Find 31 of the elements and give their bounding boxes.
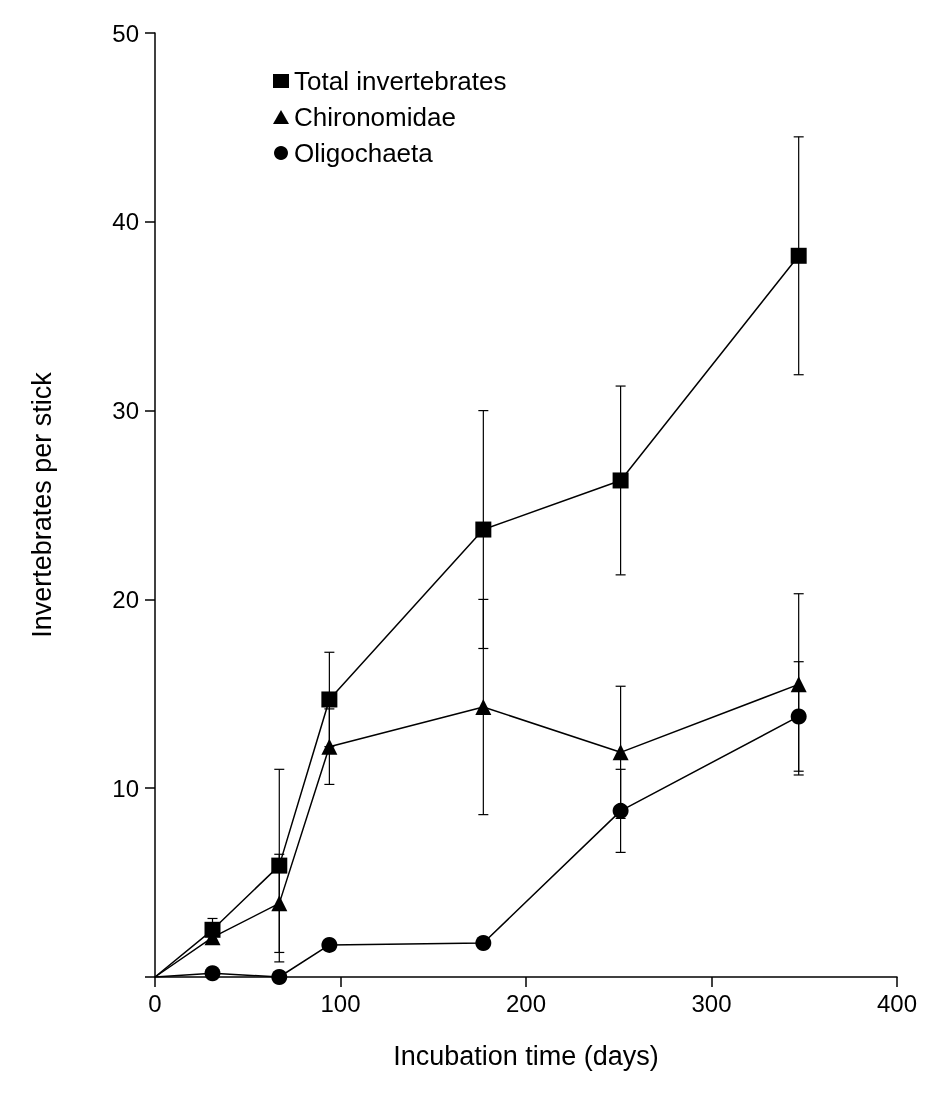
point	[612, 802, 629, 819]
y-tick-label: 10	[112, 774, 139, 802]
point	[271, 969, 288, 985]
x-tick-label: 100	[320, 989, 361, 1017]
point	[321, 691, 338, 708]
x-tick-label: 400	[876, 989, 918, 1017]
point	[271, 895, 288, 912]
point	[790, 247, 807, 264]
y-tick-label: 50	[112, 19, 139, 47]
y-axis-title: Invertebrates per stick	[26, 371, 57, 638]
x-tick-label: 200	[505, 989, 547, 1017]
y-tick-label: 20	[112, 585, 139, 613]
point	[321, 738, 338, 755]
y-tick-label: 40	[112, 208, 139, 236]
legend-label: Total invertebrates	[294, 66, 507, 96]
point	[475, 699, 492, 716]
legend-label: Chironomidae	[294, 102, 456, 132]
x-tick-label: 300	[691, 989, 732, 1017]
point	[475, 521, 492, 538]
point	[321, 936, 338, 953]
point	[475, 935, 492, 952]
point	[204, 965, 221, 982]
point	[790, 676, 807, 693]
legend-label: Oligochaeta	[294, 138, 434, 168]
point	[790, 708, 807, 725]
point	[612, 744, 629, 761]
point	[271, 857, 288, 874]
point	[612, 472, 629, 489]
x-axis-title: Incubation time (days)	[393, 1040, 659, 1071]
y-tick-label: 30	[112, 397, 139, 425]
x-tick-label: 0	[148, 989, 162, 1017]
